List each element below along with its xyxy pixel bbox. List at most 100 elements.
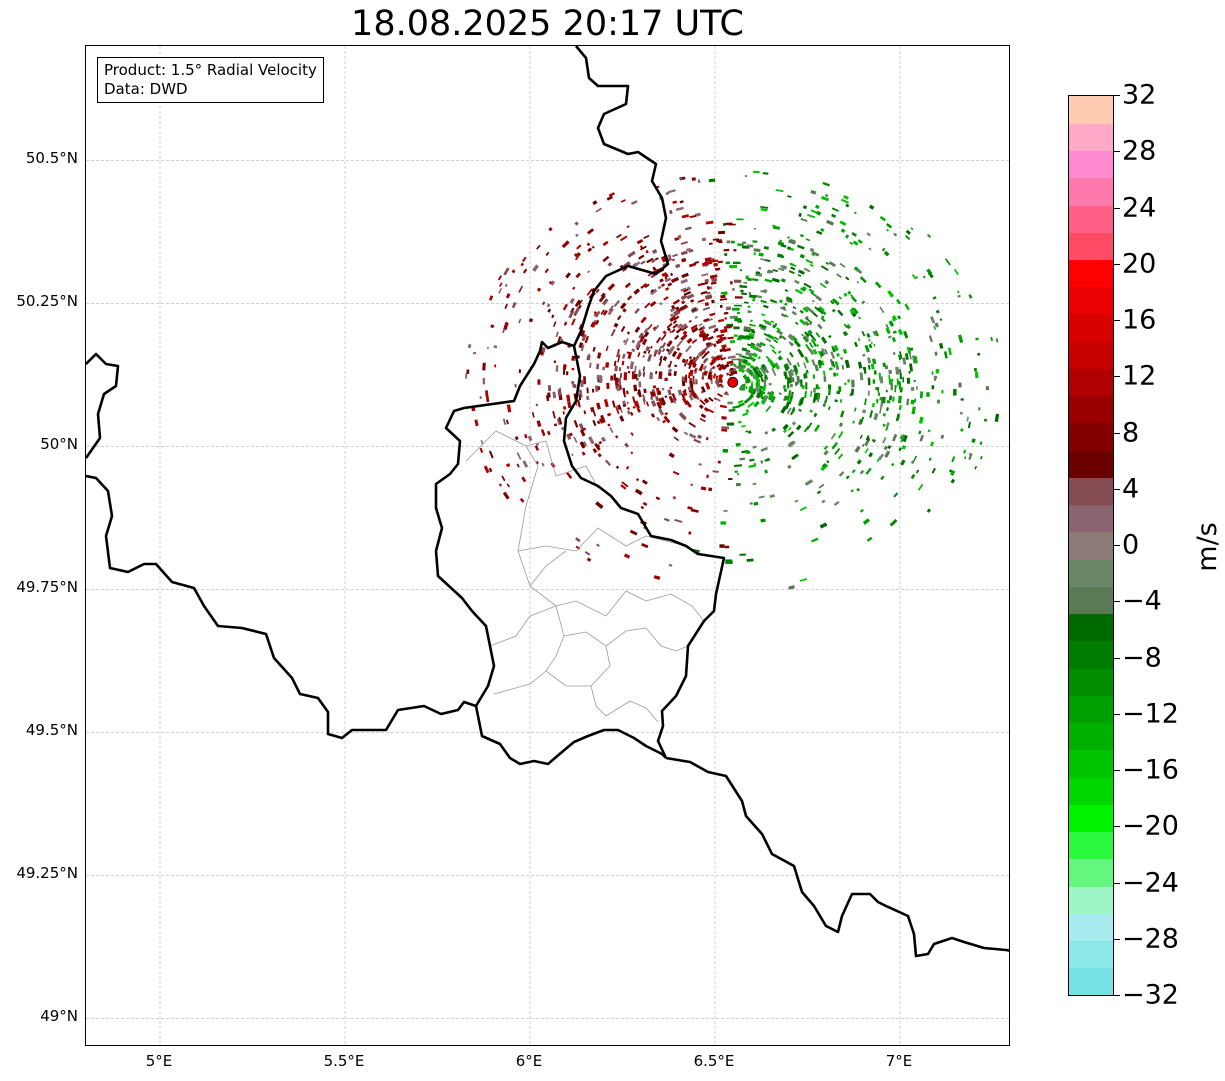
velocity-gate (519, 497, 525, 503)
velocity-gate (723, 248, 730, 252)
velocity-gate (812, 374, 816, 379)
velocity-gate (840, 198, 850, 204)
velocity-gate (818, 359, 822, 366)
velocity-gate (747, 310, 752, 314)
velocity-gate (791, 453, 799, 461)
velocity-gate (751, 373, 756, 379)
velocity-gate (595, 319, 600, 326)
velocity-gate (645, 401, 650, 407)
velocity-gate (591, 388, 595, 393)
velocity-gate (799, 309, 804, 314)
velocity-gate (697, 434, 703, 439)
velocity-gate (867, 357, 872, 364)
velocity-gate (578, 394, 582, 401)
velocity-gate (828, 334, 832, 339)
velocity-gate (940, 434, 945, 440)
velocity-gate (610, 328, 616, 337)
velocity-gate (723, 311, 729, 315)
velocity-gate (735, 353, 742, 356)
velocity-gate (688, 394, 694, 401)
velocity-gate (850, 489, 854, 493)
velocity-gate (647, 353, 653, 362)
velocity-gate (682, 389, 688, 397)
velocity-gate (743, 397, 751, 404)
map-area[interactable] (85, 45, 1010, 1046)
lat-tick-label: 49.5°N (25, 721, 78, 740)
velocity-gate (813, 424, 821, 433)
velocity-gate (926, 268, 933, 276)
velocity-gate (839, 423, 843, 428)
velocity-gate (753, 227, 757, 230)
velocity-gate (579, 441, 586, 449)
velocity-gate (733, 249, 737, 252)
velocity-gate (536, 287, 542, 292)
velocity-gate (950, 478, 956, 484)
velocity-gate (716, 363, 722, 368)
velocity-gate (698, 323, 703, 327)
velocity-gate (498, 287, 503, 294)
velocity-gate (730, 371, 736, 375)
velocity-gate (798, 408, 802, 412)
velocity-gate (661, 272, 668, 277)
velocity-gate (755, 271, 761, 275)
velocity-gate (607, 423, 611, 427)
velocity-gate (684, 361, 689, 365)
velocity-gate (885, 389, 888, 393)
velocity-gate (730, 281, 733, 285)
velocity-gate (741, 347, 748, 352)
velocity-gate (910, 460, 915, 465)
colorbar-segment (1069, 559, 1113, 587)
colorbar-segment (1069, 232, 1113, 261)
velocity-gate (659, 359, 663, 365)
velocity-gate (654, 257, 659, 261)
colorbar-tick-label: −28 (1122, 923, 1179, 955)
velocity-gate (815, 204, 820, 210)
colorbar-segment (1069, 368, 1113, 397)
velocity-gate (640, 245, 647, 251)
velocity-gate (590, 406, 595, 413)
velocity-gate (703, 357, 709, 364)
velocity-gate (682, 330, 688, 336)
velocity-gate (698, 327, 703, 332)
velocity-gate (735, 482, 741, 487)
velocity-gate (804, 315, 809, 320)
velocity-gate (720, 521, 727, 525)
velocity-gate (599, 375, 603, 383)
velocity-gate (596, 374, 600, 380)
velocity-gate (755, 366, 759, 370)
velocity-gate (540, 429, 546, 437)
velocity-gate (681, 376, 685, 382)
velocity-gate (727, 401, 733, 405)
velocity-gate (601, 298, 609, 306)
velocity-gate (706, 291, 711, 295)
velocity-gate (751, 278, 759, 282)
velocity-gate (671, 397, 676, 402)
velocity-gate (531, 412, 535, 418)
velocity-gate (721, 336, 727, 341)
velocity-gate (712, 258, 715, 261)
velocity-gate (748, 332, 755, 338)
velocity-gate (887, 445, 892, 450)
velocity-gate (769, 494, 775, 499)
velocity-gate (784, 302, 788, 306)
colorbar-segment (1069, 204, 1113, 233)
velocity-gate (594, 385, 599, 392)
velocity-gate (978, 407, 981, 411)
velocity-gate (614, 365, 618, 372)
velocity-gate (703, 397, 710, 404)
velocity-gate (930, 441, 935, 447)
velocity-gate (650, 396, 654, 401)
velocity-gate (760, 258, 767, 261)
colorbar-tick (1114, 882, 1120, 884)
velocity-gate (789, 407, 796, 416)
velocity-gate (717, 460, 721, 464)
velocity-gate (626, 351, 631, 355)
velocity-gate (606, 195, 613, 201)
colorbar-tick (1114, 263, 1120, 265)
velocity-gate (690, 390, 698, 399)
velocity-gate (566, 371, 569, 376)
velocity-gate (566, 394, 571, 402)
velocity-gate (747, 305, 751, 309)
velocity-gate (750, 344, 759, 351)
velocity-gate (725, 306, 732, 311)
